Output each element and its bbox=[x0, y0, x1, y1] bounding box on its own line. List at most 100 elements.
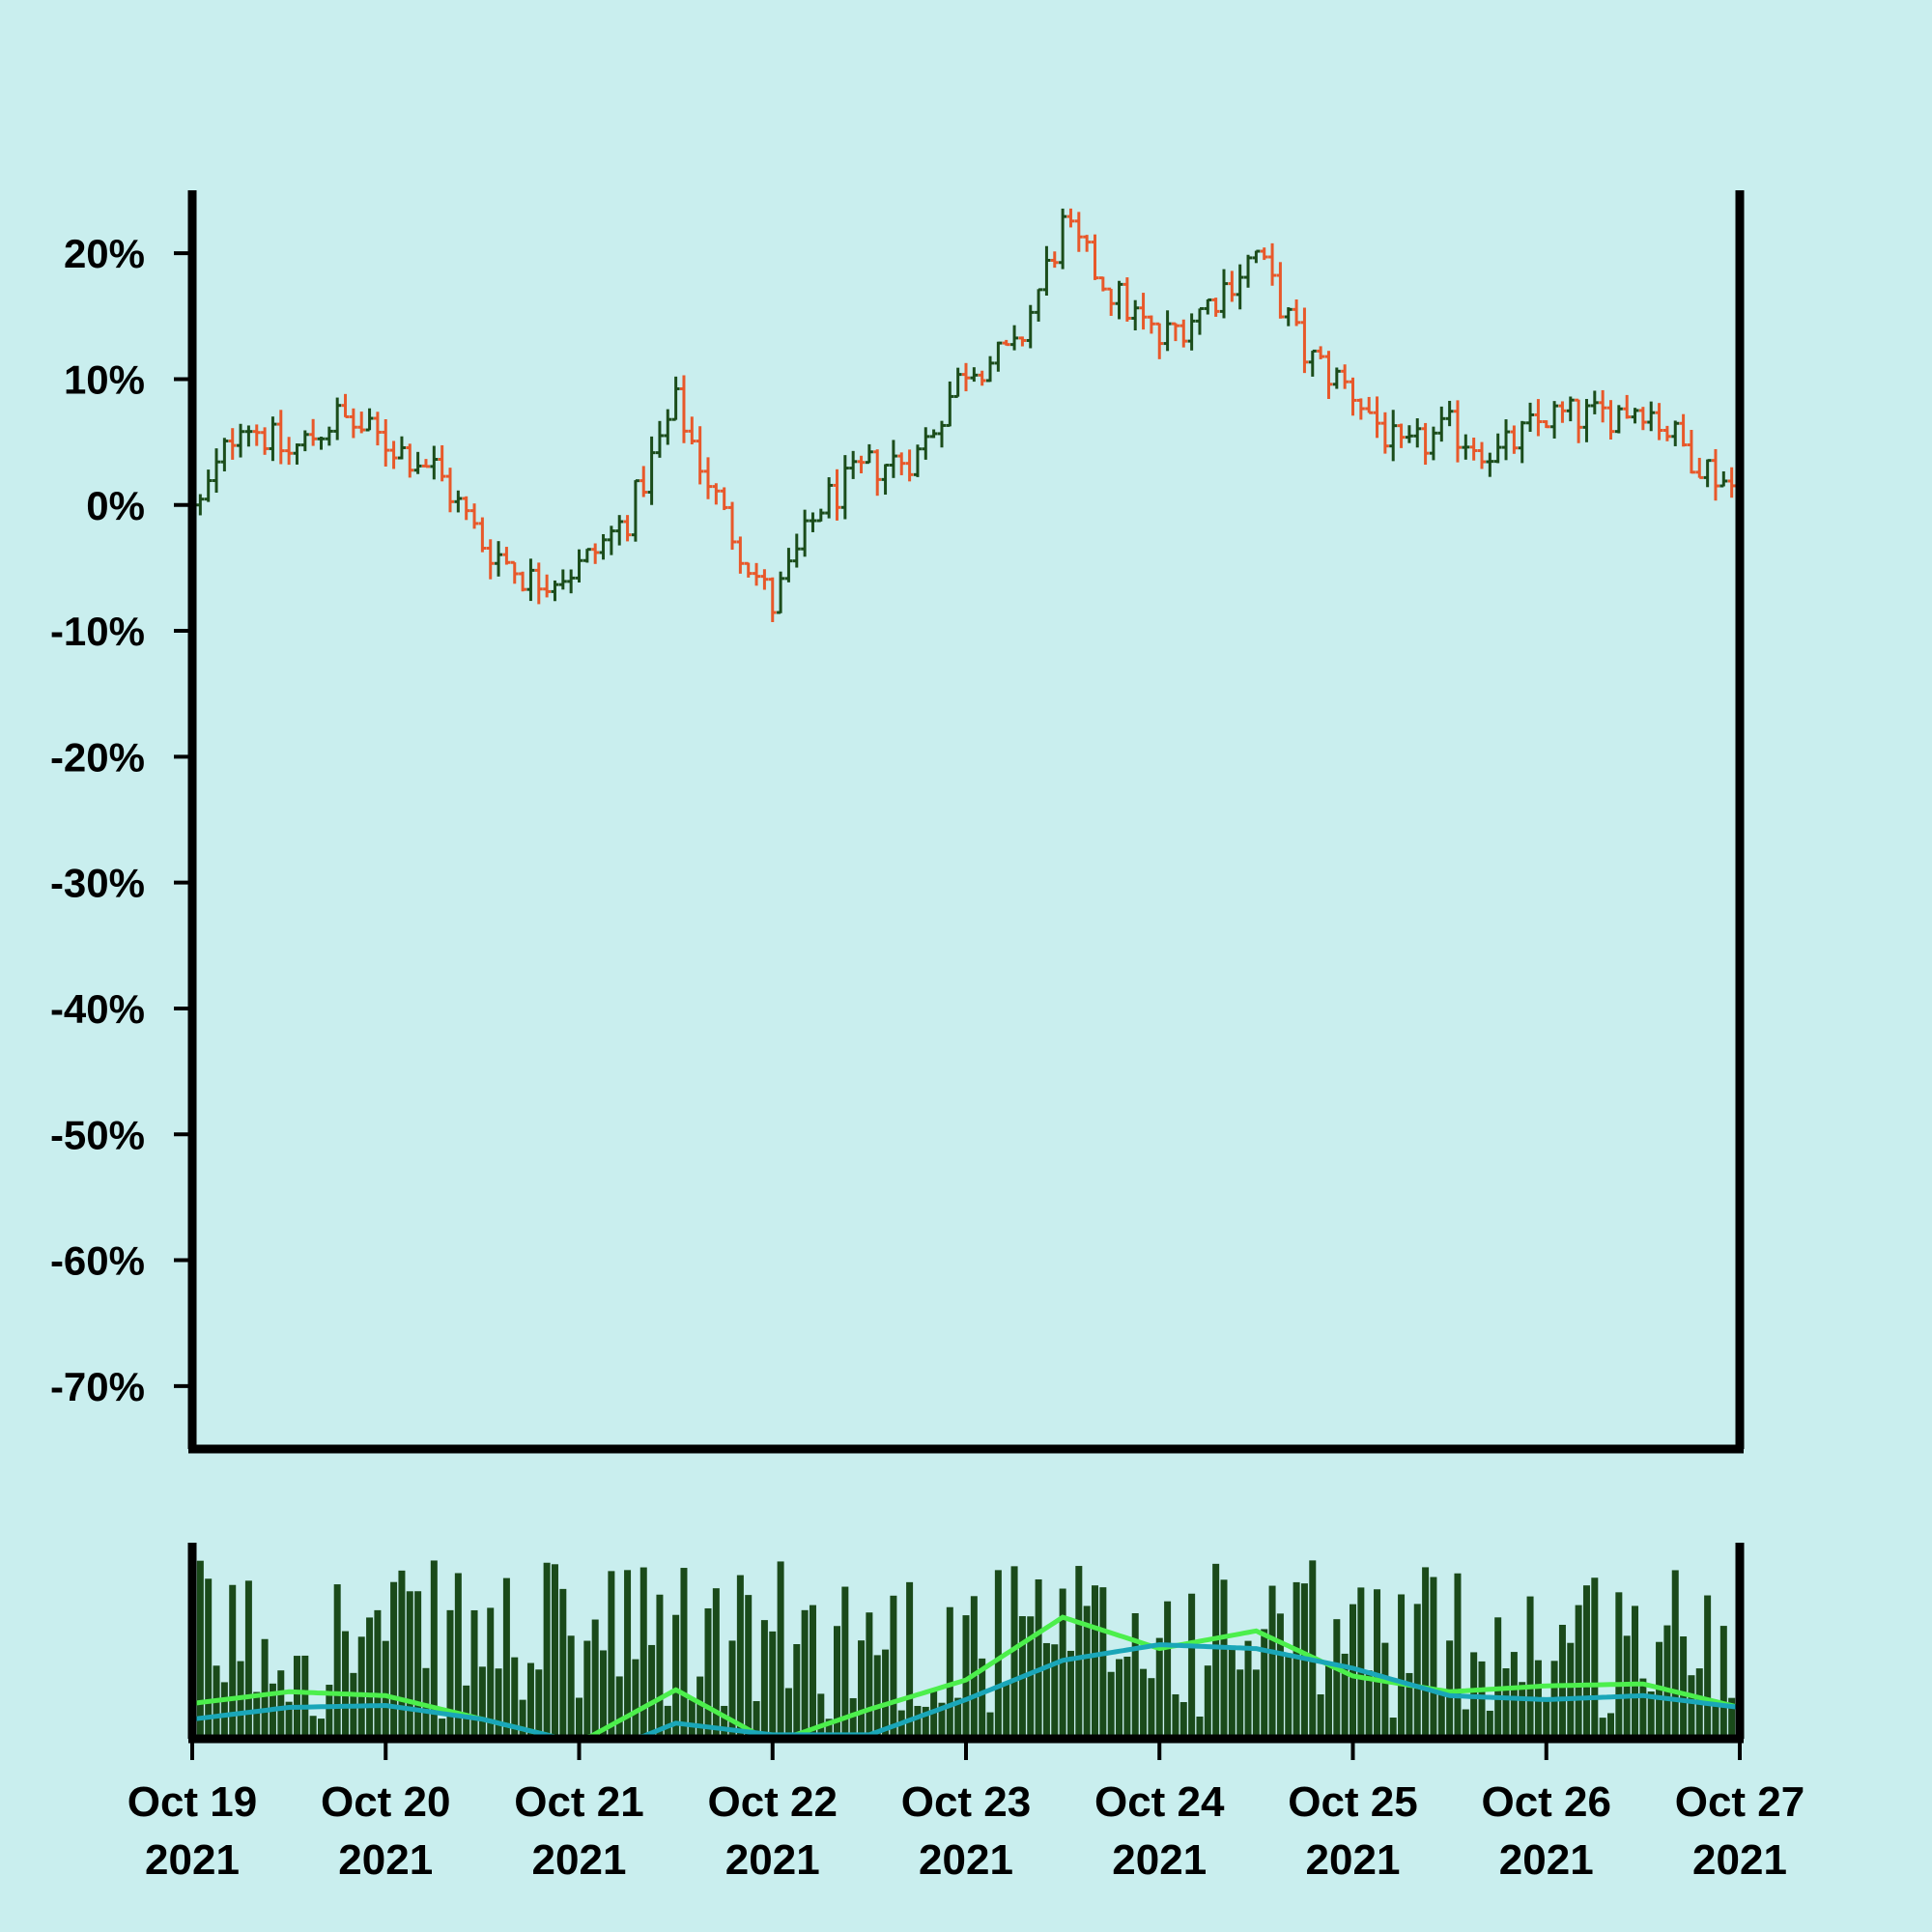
volume-bar bbox=[1204, 1665, 1211, 1739]
volume-bar bbox=[849, 1697, 857, 1739]
ohlc-bar bbox=[1171, 322, 1179, 342]
ohlc-bar bbox=[1107, 287, 1116, 316]
x-tick-label-year: 2021 bbox=[1306, 1836, 1401, 1884]
ohlc-bar bbox=[519, 571, 527, 592]
ohlc-bar bbox=[454, 490, 463, 513]
ohlc-bar bbox=[1220, 269, 1228, 319]
ohlc-bar bbox=[760, 569, 769, 590]
x-tick-label-month: Oct 19 bbox=[128, 1778, 258, 1826]
ohlc-bar bbox=[825, 477, 834, 519]
ohlc-bar bbox=[1091, 234, 1099, 280]
ohlc-bar bbox=[575, 549, 583, 582]
ohlc-bar bbox=[1478, 441, 1486, 469]
ohlc-bar bbox=[994, 341, 1003, 372]
volume-bar bbox=[1261, 1629, 1268, 1739]
ohlc-bar bbox=[857, 455, 866, 473]
ohlc-bar bbox=[220, 438, 229, 471]
volume-bar bbox=[1042, 1642, 1050, 1739]
volume-bar bbox=[439, 1719, 446, 1739]
ohlc-bar bbox=[1228, 270, 1236, 302]
volume-bar bbox=[873, 1655, 881, 1739]
ohlc-bar bbox=[929, 429, 938, 439]
volume-bar bbox=[1688, 1675, 1695, 1739]
volume-bar bbox=[495, 1668, 502, 1739]
volume-bar bbox=[502, 1577, 510, 1739]
volume-bar bbox=[583, 1640, 591, 1739]
ohlc-bar bbox=[1671, 420, 1680, 446]
volume-bar bbox=[858, 1640, 866, 1739]
volume-bar bbox=[1494, 1617, 1502, 1739]
ohlc-bar bbox=[1469, 438, 1478, 461]
volume-bar bbox=[1164, 1601, 1172, 1739]
ohlc-bar bbox=[551, 580, 559, 602]
y-tick-label: -30% bbox=[50, 861, 145, 906]
volume-bar bbox=[253, 1691, 261, 1739]
volume-bar bbox=[285, 1701, 293, 1739]
ohlc-bar bbox=[647, 436, 656, 505]
ohlc-bar bbox=[712, 483, 721, 505]
volume-bar bbox=[1510, 1652, 1518, 1739]
volume-bar bbox=[1179, 1701, 1187, 1739]
ohlc-bar bbox=[582, 548, 591, 563]
volume-bar bbox=[406, 1591, 413, 1739]
ohlc-bar bbox=[333, 397, 342, 440]
ohlc-bar bbox=[534, 562, 543, 605]
ohlc-bar bbox=[406, 443, 414, 478]
y-tick-label: -40% bbox=[50, 986, 145, 1032]
volume-bar bbox=[1558, 1625, 1566, 1739]
volume-bar bbox=[1365, 1670, 1373, 1739]
ohlc-bar bbox=[1638, 407, 1647, 431]
volume-bar bbox=[470, 1609, 478, 1739]
ohlc-bar bbox=[1445, 400, 1454, 427]
ohlc-bar bbox=[655, 420, 664, 458]
volume-bar bbox=[1704, 1595, 1712, 1739]
ohlc-bar bbox=[389, 440, 398, 469]
ohlc-bar bbox=[567, 569, 576, 594]
price-panel-axes bbox=[187, 190, 1745, 1454]
ohlc-bar bbox=[1575, 398, 1583, 443]
ohlc-bar bbox=[204, 469, 213, 502]
x-tick-label-year: 2021 bbox=[919, 1836, 1013, 1884]
ohlc-bar bbox=[736, 536, 745, 574]
price-bars bbox=[196, 208, 1744, 623]
x-axis-ticks: Oct 19 2021 Oct 20 2021 Oct 21 2021 Oct 22 2021… bbox=[128, 1739, 1804, 1884]
volume-bar bbox=[454, 1573, 462, 1739]
volume-bar bbox=[721, 1705, 728, 1739]
ohlc-bar bbox=[768, 577, 777, 623]
ohlc-bar bbox=[1453, 400, 1462, 463]
volume-bar bbox=[1671, 1570, 1679, 1739]
volume-bar bbox=[608, 1571, 615, 1739]
volume-bar bbox=[487, 1607, 495, 1739]
ohlc-bar bbox=[1187, 313, 1196, 351]
volume-bar bbox=[639, 1567, 647, 1739]
volume-bar bbox=[1196, 1716, 1204, 1739]
ohlc-bar bbox=[1276, 262, 1285, 319]
volume-bar bbox=[1244, 1640, 1252, 1739]
ohlc-bar bbox=[913, 444, 922, 477]
volume-bar bbox=[326, 1685, 333, 1739]
ohlc-bar bbox=[840, 455, 849, 520]
ohlc-bar bbox=[1293, 298, 1301, 327]
ohlc-bar bbox=[1582, 398, 1591, 442]
ohlc-bar bbox=[1566, 396, 1575, 422]
ohlc-bar bbox=[1727, 467, 1736, 498]
volume-bar bbox=[1236, 1669, 1244, 1739]
volume-bar bbox=[1680, 1636, 1688, 1739]
ohlc-bar bbox=[962, 362, 970, 392]
volume-bar bbox=[970, 1596, 978, 1739]
ohlc-bar bbox=[591, 543, 600, 564]
volume-bar bbox=[1607, 1713, 1614, 1739]
volume-bar bbox=[914, 1705, 922, 1739]
ohlc-bar bbox=[382, 419, 390, 467]
volume-bar bbox=[1582, 1585, 1590, 1739]
volume-bar bbox=[205, 1578, 213, 1739]
ohlc-bar bbox=[1631, 408, 1639, 424]
volume-bar bbox=[1059, 1588, 1066, 1739]
volume-bar bbox=[551, 1564, 558, 1739]
ohlc-bar bbox=[421, 459, 430, 469]
volume-bar bbox=[866, 1612, 873, 1739]
volume-bar bbox=[1398, 1594, 1406, 1739]
x-tick-label-year: 2021 bbox=[145, 1836, 240, 1884]
volume-bar bbox=[890, 1595, 897, 1739]
